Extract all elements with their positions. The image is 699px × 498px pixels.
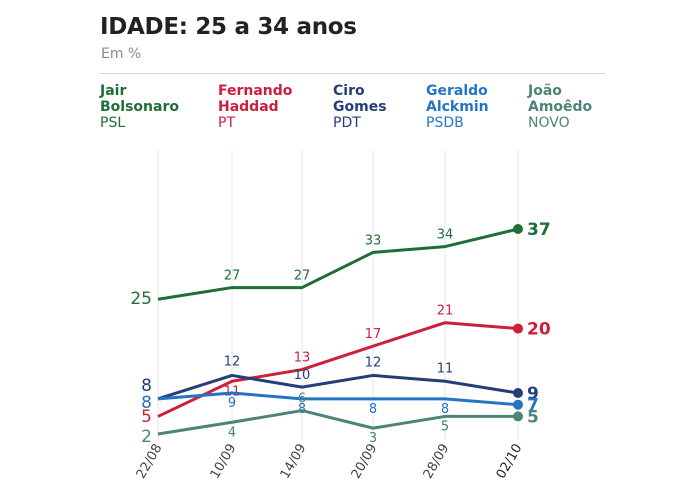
legend-party: PSDB	[426, 115, 464, 131]
data-label: 17	[365, 327, 382, 342]
chart-subtitle: Em %	[101, 46, 142, 62]
legend-name: Alckmin	[426, 99, 489, 115]
header-divider	[100, 73, 606, 74]
data-label: 8	[441, 402, 449, 417]
start-value-label: 8	[141, 376, 152, 396]
legend-name: Jair	[100, 83, 127, 99]
data-label: 6	[298, 392, 306, 407]
data-label: 12	[224, 354, 241, 369]
data-label: 3	[369, 431, 377, 446]
legend-name: Haddad	[218, 99, 279, 115]
legend-item-alckmin: Geraldo Alckmin PSDB	[426, 83, 489, 131]
start-value-label: 2	[141, 427, 152, 447]
series-line	[157, 373, 519, 401]
data-label: 5	[441, 419, 449, 434]
legend-name: Geraldo	[426, 83, 488, 99]
legend-name: Bolsonaro	[100, 99, 179, 115]
series-line	[157, 227, 519, 301]
series-line	[157, 391, 519, 407]
data-label: 21	[437, 304, 454, 319]
end-value-label: 7	[527, 396, 539, 416]
x-tick-label: 02/10	[494, 442, 526, 482]
data-label: 34	[437, 228, 454, 243]
data-label: 11	[437, 361, 454, 376]
legend-party: PT	[218, 115, 235, 131]
legend-party: PSL	[100, 115, 126, 131]
legend-item-haddad: Fernando Haddad PT	[218, 83, 292, 131]
x-tick-label: 10/09	[208, 442, 240, 482]
data-label: 12	[365, 355, 382, 370]
x-tick-label: 20/09	[349, 442, 381, 482]
end-value-label: 20	[527, 320, 551, 340]
data-label: 27	[294, 269, 311, 284]
legend-item-amoedo: João Amoêdo NOVO	[528, 83, 592, 131]
legend-name: Fernando	[218, 83, 293, 99]
data-label: 10	[294, 368, 311, 383]
data-label: 13	[294, 351, 311, 366]
data-label: 8	[369, 402, 377, 417]
data-label: 27	[224, 269, 241, 284]
legend-party: NOVO	[528, 115, 570, 131]
x-tick-label: 22/08	[134, 442, 166, 482]
series-end-point	[513, 411, 523, 422]
start-value-label: 8	[141, 393, 152, 413]
end-value-label: 37	[527, 220, 551, 240]
end-value-label: 5	[527, 407, 539, 427]
legend-name: Ciro	[333, 83, 365, 99]
x-tick-label: 14/09	[278, 442, 310, 482]
start-value-label: 25	[130, 289, 152, 309]
data-label: 33	[365, 233, 382, 248]
legend-name: João	[528, 83, 562, 99]
series-line	[157, 321, 519, 418]
legend-item-ciro: Ciro Gomes PDT	[333, 83, 387, 131]
series-end-point	[513, 388, 523, 398]
legend-name: Amoêdo	[528, 99, 593, 115]
series-end-point	[513, 399, 523, 410]
data-label: 4	[228, 425, 236, 440]
start-value-label: 5	[141, 407, 152, 427]
data-label: 9	[228, 396, 236, 411]
x-tick-label: 28/09	[421, 442, 453, 482]
series-line	[157, 409, 518, 436]
series-end-point	[513, 224, 523, 234]
chart-title: IDADE: 25 a 34 anos	[100, 14, 357, 40]
legend-name: Gomes	[333, 99, 387, 115]
series-end-point	[513, 323, 523, 334]
legend-party: PDT	[333, 115, 361, 131]
legend-item-bolsonaro: Jair Bolsonaro PSL	[100, 83, 179, 131]
end-value-label: 9	[527, 384, 539, 404]
